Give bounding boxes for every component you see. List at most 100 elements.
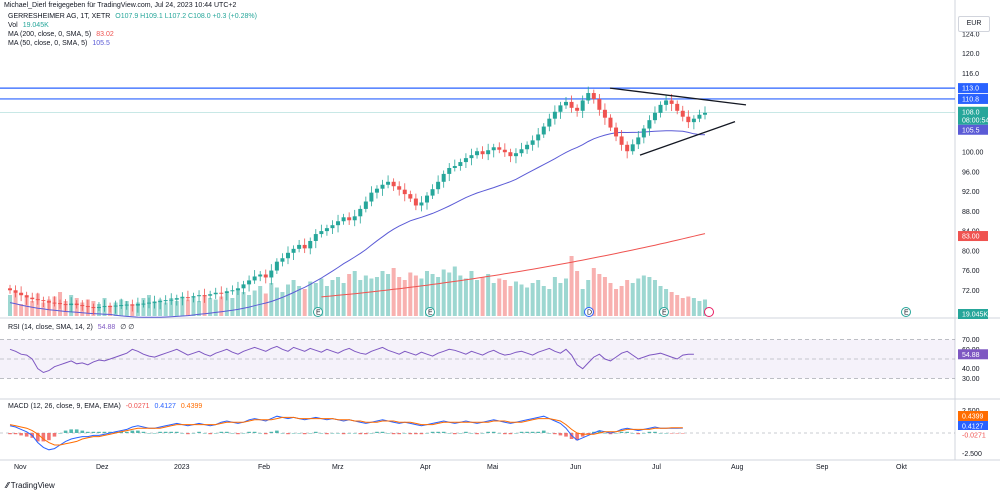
volume-bar [213,299,218,316]
symbol-name[interactable]: GERRESHEIMER AG, 1T, XETR [8,13,111,20]
candle-body [119,305,124,307]
time-tick-label: Mai [487,464,499,471]
macd-histogram-bar [625,431,629,433]
ma200-value: 83.02 [96,31,114,38]
candle-body [486,150,491,155]
macd-histogram-bar [158,431,162,433]
volume-bar [308,281,313,316]
candle-body [263,274,268,278]
volume-bar [669,292,674,316]
macd-histogram-bar [314,431,318,433]
volume-bar [263,293,268,316]
triangle-lower-line [639,121,736,156]
event-marker-label: E [316,310,321,317]
ma50-tag: 105.5 [958,124,988,135]
candle-body [413,198,418,206]
candle-body [330,225,335,229]
candle-body [658,104,663,113]
volume-bar [591,268,596,316]
time-tick-label: 2023 [174,464,190,471]
candle-body [680,110,685,117]
rsi-line [9,345,694,374]
macd-label[interactable]: MACD (12, 26, close, 9, EMA, EMA) [8,403,121,410]
tradingview-footer[interactable]: ⁄⁄ TradingView [6,481,55,490]
candle-body [597,98,602,110]
macd-signal-line [9,416,683,446]
rsi-tick-label: 70.00 [962,337,980,344]
ma50-label[interactable]: MA (50, close, 0, SMA, 5) [8,40,88,47]
volume-bar [447,272,452,316]
candle-body [425,195,429,203]
candle-body [163,300,168,302]
macd-histogram-bar [191,433,196,434]
rsi-value-tag-text: 54.88 [962,352,980,359]
volume-bar [458,275,463,316]
candle-body [313,234,318,241]
candle-body [219,292,224,294]
candle-body [269,270,274,278]
volume-bar [552,277,557,316]
candle-body [447,167,452,174]
rsi-tick-label: 40.00 [962,366,980,373]
time-tick-label: Jul [652,464,661,471]
price-tick-label: 88.00 [962,209,980,216]
candle-body [224,291,229,294]
candle-body [691,118,696,123]
macd-legend: MACD (12, 26, close, 9, EMA, EMA) -0.027… [8,403,202,410]
macd-hist-tag-text: -0.0271 [962,433,986,440]
volume-bar [358,280,363,316]
volume-bar [480,277,485,316]
volume-bar [197,301,202,316]
volume-bar [347,274,352,316]
candle-body [374,188,379,193]
triangle-upper-line [609,87,747,106]
volume-bar [519,284,524,316]
macd-histogram-bar [375,431,379,433]
macd-histogram-bar [330,433,335,434]
volume-bar [202,295,207,316]
macd-histogram-bar [508,433,513,435]
volume-bar [319,278,324,316]
candle-body [141,303,146,305]
volume-bar [280,292,285,316]
candle-body [536,134,541,141]
macd-histogram-bar [41,433,46,442]
rsi-extra: ∅ ∅ [120,324,135,331]
event-marker: E [313,307,323,317]
macd-histogram-bar [213,433,218,434]
event-marker-label: E [904,310,909,317]
currency-selector[interactable]: EUR [958,16,990,32]
ma50-tag-bg [958,124,988,135]
ma200-line [321,233,706,298]
volume-bar [341,283,346,316]
volume-bar [330,280,335,316]
macd-histogram-bar [425,433,429,434]
macd-histogram-bar [402,433,407,434]
rsi-label[interactable]: RSI (14, close, SMA, 14, 2) [8,324,93,331]
macd-histogram-bar [525,431,529,433]
macd-histogram-bar [469,433,474,434]
macd-histogram-bar [80,430,85,433]
candle-body [58,303,63,305]
rsi-value-tag: 54.88 [958,349,988,360]
macd-histogram-bar [124,431,129,433]
candle-body [63,304,68,306]
volume-value: 19.045K [22,22,49,29]
last-price-tag-bg [958,106,988,125]
macd-histogram-bar [24,433,29,437]
ma200-label[interactable]: MA (200, close, 0, SMA, 5) [8,31,92,38]
macd-tick-label: -2.500 [962,451,982,458]
candle-body [686,116,691,123]
volume-label[interactable]: Vol [8,22,18,29]
macd-histogram-bar [108,431,112,433]
volume-bar [497,278,502,316]
macd-histogram-bar [547,433,552,434]
macd-signal-tag-text: 0.4399 [962,414,984,421]
volume-bar [675,295,680,316]
volume-bar [363,275,368,316]
volume-tag: 19.045K [958,309,988,319]
time-tick-label: Aug [731,464,744,471]
ma200-tag-bg [958,231,988,242]
rsi-value-tag-bg [958,349,988,360]
